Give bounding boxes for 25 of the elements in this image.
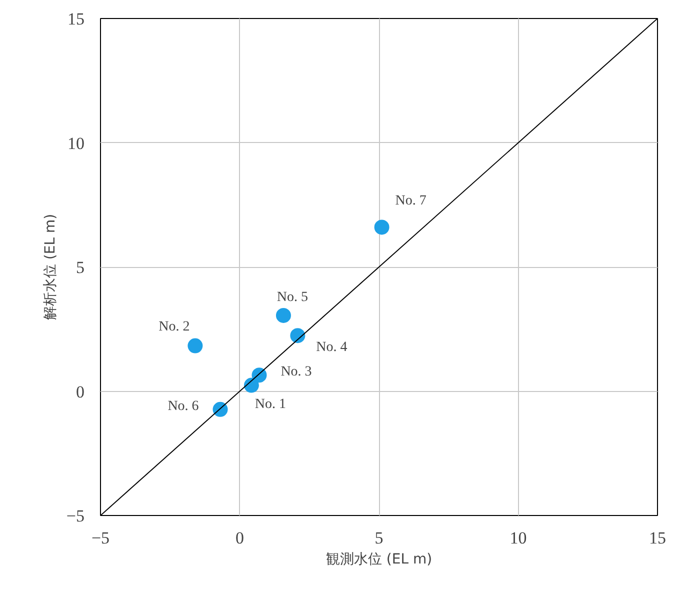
- point: [374, 220, 390, 235]
- x-axis-title: 観測水位 (EL m): [326, 552, 432, 568]
- x-tick-label: 5: [374, 528, 384, 548]
- x-tick-label: 0: [236, 528, 244, 548]
- point: [212, 402, 228, 417]
- annotation: No. 7: [395, 194, 426, 209]
- annotation: No. 3: [280, 364, 312, 380]
- annotation: No. 1: [254, 396, 286, 412]
- y-tick-label: 10: [68, 134, 84, 153]
- y-axis-title: 解析水位 (EL m): [42, 214, 58, 320]
- y-tick-label: 0: [76, 382, 84, 402]
- x-tick-label: 15: [649, 528, 666, 548]
- point: [290, 328, 306, 344]
- point: [252, 368, 267, 383]
- annotation: No. 4: [316, 340, 348, 356]
- annotation: No. 2: [158, 319, 190, 334]
- point: [276, 308, 291, 323]
- x-tick-label: 10: [510, 528, 527, 548]
- point: [188, 338, 203, 354]
- x-tick-label: −5: [91, 528, 110, 548]
- y-tick-label: 15: [68, 10, 84, 28]
- annotation: No. 5: [276, 290, 308, 305]
- y-tick-label: −5: [66, 506, 85, 526]
- y-tick-label: 5: [76, 258, 84, 277]
- annotation: No. 6: [168, 398, 199, 414]
